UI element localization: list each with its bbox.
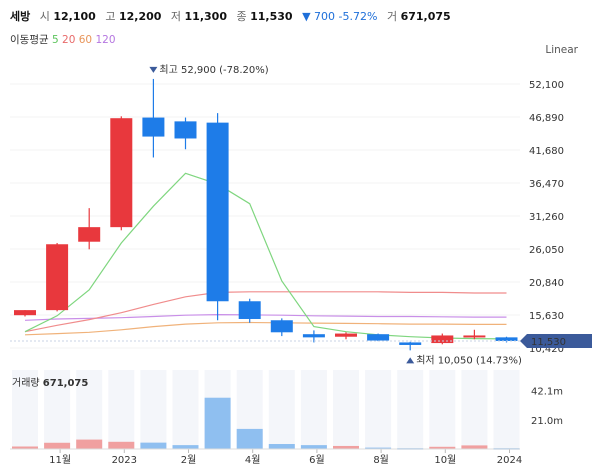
volume-panel-label: 거래량 671,075 [12,377,88,389]
candle-body [431,335,454,344]
volume-bar [204,397,231,449]
low-value: 11,300 [184,10,227,23]
volume-bar [76,439,103,449]
stock-header: 세방 시 12,100 고 12,200 저 11,300 종 11,530 ▼… [10,8,451,24]
x-tick-label: 4월 [245,454,261,466]
y-tick-label: 26,050 [529,245,564,256]
volume-bg-column [76,370,103,449]
volume-bar [108,441,135,449]
x-tick-label: 8월 [373,454,389,466]
candle-body [142,117,165,137]
y-tick-label: 15,630 [529,311,564,322]
y-tick-label: 20,840 [529,278,564,289]
ma20-line [24,291,507,333]
volume-label: 거 [386,10,398,23]
candle-body [367,334,390,341]
candle-body [399,342,422,345]
ma60-line [24,321,507,336]
high-label: 고 [105,10,116,23]
last-price-tag [520,333,592,348]
y-tick-label: 52,100 [529,80,564,91]
volume-bar [172,445,199,449]
volume-bar [429,446,456,449]
candle-body [302,334,325,338]
stock-name: 세방 [10,10,31,23]
candle-body [238,301,261,319]
volume-bar [12,446,38,449]
candle-body [46,244,69,311]
candle-body [14,310,36,316]
candle-body [335,333,357,337]
volume-bg-column [140,370,167,449]
high-marker-icon [149,66,158,73]
scale-toggle[interactable]: Linear [545,44,578,56]
x-tick-label: 6월 [309,454,325,466]
candle-body [463,335,486,338]
volume-bg-column [397,370,424,449]
volume-bg-column [44,370,71,449]
ma20-legend[interactable]: 20 [62,34,76,46]
candle-body [78,227,101,242]
volume-bg-column [12,370,38,449]
volume-bar [44,442,71,449]
x-tick-label: 2월 [181,454,197,466]
ma60-legend[interactable]: 60 [78,34,93,46]
volume-bg-column [493,370,520,449]
candle-body [270,320,293,333]
x-tick-label: 2023 [112,455,137,466]
volume-panel-value: 671,075 [43,378,89,389]
last-price-label: 11,530 [531,337,566,348]
volume-y-tick-label: 21.0m [531,416,563,427]
close-value: 11,530 [250,10,293,23]
volume-bg-column [365,370,392,449]
candle-body [174,121,197,139]
y-tick-label: 31,260 [529,212,564,223]
volume-bar [300,445,327,449]
y-tick-label: 46,890 [529,113,564,124]
candle-body [110,118,133,228]
x-tick-label: 10월 [434,454,456,466]
x-tick-label: 11월 [49,454,71,466]
volume-bar [140,442,167,449]
volume-y-tick-label: 42.1m [531,387,563,398]
ma120-line [24,313,507,321]
ma-legend-label: 이동평균 [10,34,49,46]
volume-bg-column [429,370,456,449]
open-value: 12,100 [53,10,96,23]
ma5-legend[interactable]: 5 [51,34,59,46]
candle-body [495,337,518,341]
candle-body [206,122,229,302]
volume-bar [333,445,359,449]
y-tick-label: 36,470 [529,179,564,190]
volume-bar [461,445,488,449]
volume-bg-column [108,370,135,449]
low-annotation: 최저 10,050 (14.73%) [416,354,522,366]
y-tick-label: 10,420 [529,344,564,355]
change-value: ▼ 700 -5.72% [302,10,378,23]
close-label: 종 [236,10,247,23]
high-annotation: 최고 52,900 (-78.20%) [159,64,268,76]
volume-bar [365,447,392,450]
ma120-legend[interactable]: 120 [95,34,116,46]
low-label: 저 [170,10,182,23]
ma-legend: 이동평균 5 20 60 120 [10,32,116,47]
volume-bg-column [268,370,295,449]
ma5-line [24,172,507,340]
high-value: 12,200 [118,10,162,23]
volume-bg-column [300,370,327,449]
y-tick-label: 41,680 [529,146,564,157]
x-tick-label: 2024 [497,455,522,466]
low-marker-icon [406,357,415,364]
open-label: 시 [39,10,50,23]
volume-bg-column [461,370,488,449]
volume-value: 671,075 [400,10,451,23]
volume-bg-column [333,370,359,449]
volume-bg-column [172,370,199,449]
volume-bar [236,428,263,449]
volume-bar [268,444,295,449]
